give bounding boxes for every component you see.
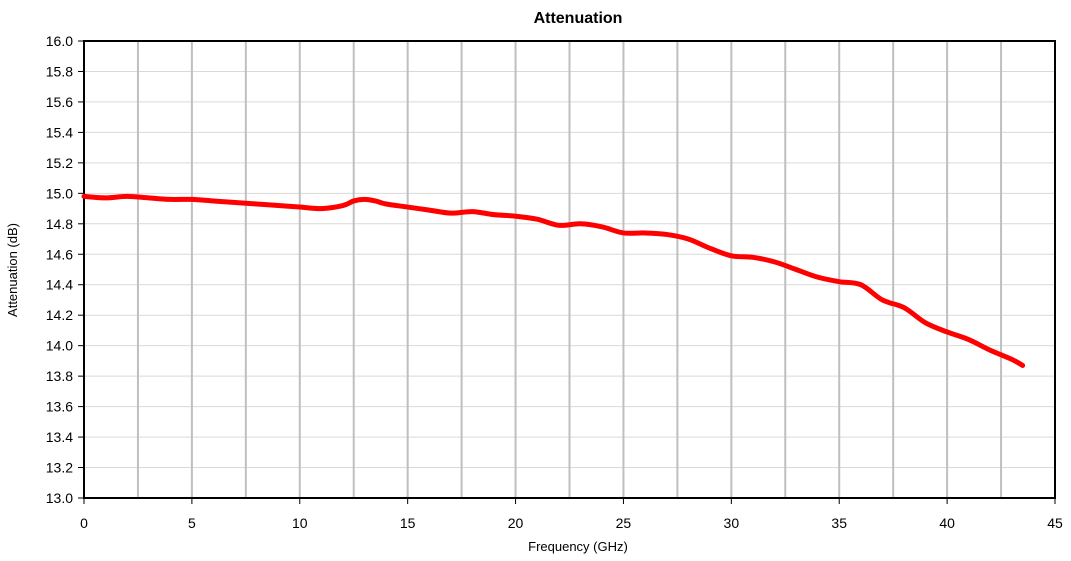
y-tick-label: 13.8 [46,368,73,384]
y-tick-label: 14.2 [46,307,73,323]
x-axis-label: Frequency (GHz) [528,539,628,554]
data-point [946,331,948,333]
y-axis-label: Attenuation (dB) [5,223,20,317]
data-point [622,232,625,234]
data-point [795,268,797,271]
data-point [212,200,215,202]
data-point [104,197,107,199]
data-point [471,211,473,213]
data-point [126,195,128,197]
data-point [385,203,387,205]
data-point [256,203,258,205]
data-point [320,207,322,210]
data-point [536,218,538,220]
data-point [579,223,581,225]
data-point [968,338,970,341]
data-point [924,322,927,324]
y-tick-label: 15.8 [46,63,73,79]
y-tick-label: 14.6 [46,246,73,262]
y-tick-label: 14.4 [46,277,73,293]
y-tick-label: 13.6 [46,399,73,415]
y-tick-label: 14.0 [46,338,73,354]
data-point [903,306,905,309]
data-point [1022,364,1024,367]
data-point [407,206,409,208]
data-point [709,247,711,249]
chart-title: Attenuation [534,10,623,27]
data-point [493,214,495,216]
data-point [601,226,603,228]
x-tick-label: 20 [508,515,524,531]
x-tick-label: 0 [80,515,88,531]
y-tick-label: 15.4 [46,124,73,140]
grid-lines [84,41,1055,498]
x-tick-label: 10 [292,515,308,531]
data-point [838,281,840,283]
x-tick-label: 40 [939,515,955,531]
plot-frame [83,40,1056,499]
y-tick-label: 13.0 [46,490,73,506]
data-point [234,201,236,204]
x-tick-label: 45 [1047,515,1063,531]
data-point [363,198,366,201]
data-point [353,200,355,202]
data-point [514,215,517,217]
x-tick-label: 35 [831,515,847,531]
data-point [191,198,193,201]
data-point [752,256,754,258]
data-point [666,233,668,236]
y-tick-label: 15.0 [46,185,73,201]
y-tick-label: 14.8 [46,216,73,232]
y-tick-label: 13.2 [46,460,73,476]
series-layer [81,193,1026,368]
data-point [989,349,991,351]
data-point [169,198,171,201]
data-point [730,255,732,257]
axis-ticks: 13.0 13.2 13.4 13.6 13.8 14.0 14.2 14.4 14.6 14.8… [46,33,1063,531]
data-point [450,212,452,214]
data-point [299,206,301,208]
y-tick-label: 16.0 [46,33,73,49]
data-point [1011,358,1013,360]
data-point [773,261,776,263]
data-point [83,195,85,197]
data-point [558,224,560,226]
y-tick-label: 13.4 [46,429,73,445]
y-tick-label: 15.6 [46,94,73,110]
data-point [148,197,150,199]
data-point [817,276,819,278]
data-point [687,238,689,240]
x-tick-label: 15 [400,515,416,531]
data-point [374,200,376,202]
x-tick-label: 30 [724,515,740,531]
data-point [277,204,279,207]
data-point [342,204,344,207]
attenuation-series-line [81,193,1026,368]
data-point [860,284,862,286]
data-point [881,299,883,301]
x-tick-label: 25 [616,515,632,531]
data-point [428,209,430,211]
data-point [644,232,646,234]
x-tick-label: 5 [188,515,196,531]
y-tick-label: 15.2 [46,155,73,171]
